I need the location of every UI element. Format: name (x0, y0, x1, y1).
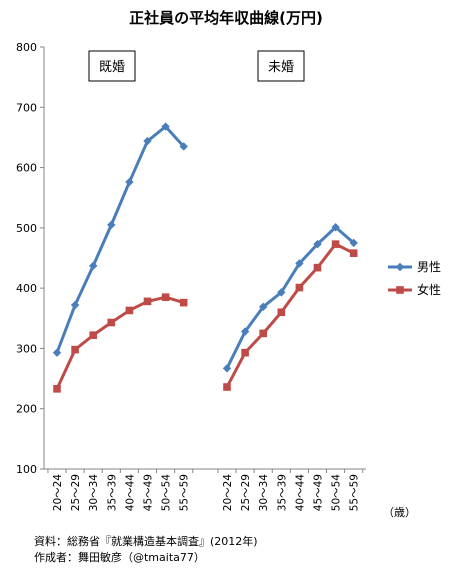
data-point (89, 261, 98, 271)
y-tick-label: 600 (16, 162, 37, 175)
data-point (107, 220, 116, 230)
data-point (241, 348, 249, 357)
x-axis-unit-label: （歳） (383, 506, 416, 519)
x-tick-label: 25～29 (240, 474, 252, 511)
series-line (225, 225, 355, 369)
y-tick-label: 700 (16, 101, 37, 114)
data-point (161, 293, 170, 301)
data-point (259, 302, 268, 312)
x-tick-label: 30～34 (88, 474, 100, 512)
data-point (71, 345, 79, 354)
x-tick-label: 40～44 (124, 474, 136, 512)
legend-label: 男性 (417, 260, 441, 274)
data-point (143, 136, 152, 146)
data-point (179, 298, 188, 307)
data-point (277, 288, 286, 297)
series-0-女性 (53, 293, 188, 393)
y-tick-label: 300 (16, 342, 37, 355)
x-tick-label: 55～59 (349, 474, 361, 511)
data-point (313, 239, 322, 249)
series-layer (52, 122, 358, 393)
data-point (179, 142, 188, 151)
data-point (295, 259, 304, 268)
data-point (222, 364, 232, 373)
y-tick-label: 400 (16, 282, 37, 295)
panel-label-box (257, 50, 305, 82)
y-tick-label: 100 (16, 463, 37, 476)
legend-label: 女性 (417, 282, 441, 297)
data-point (107, 318, 116, 327)
y-tick-label: 200 (16, 403, 37, 416)
panel-label-1: 未婚 (257, 50, 305, 82)
panel-label-box (88, 50, 136, 82)
author-note: 作成者：舞田敏彦（@tmaita77） (34, 551, 205, 564)
data-point (259, 329, 267, 338)
source-note: 資料：総務省『就業構造基本調査』(2012年) (34, 535, 258, 548)
x-tick-label: 45～49 (313, 474, 325, 511)
legend-marker (396, 286, 404, 294)
series-1-男性 (222, 223, 358, 373)
series-line (55, 295, 185, 390)
panel-label-0: 既婚 (88, 50, 136, 82)
x-tick-label: 55～59 (179, 474, 191, 511)
data-point (277, 308, 286, 317)
x-tick-label: 50～54 (161, 474, 173, 512)
data-point (89, 331, 97, 339)
chart-title: 正社員の平均年収曲線(万円) (129, 9, 323, 27)
data-point (295, 283, 304, 292)
panel-label-text: 未婚 (268, 60, 294, 75)
data-point (313, 263, 322, 272)
x-tick-label: 25～29 (70, 474, 82, 511)
data-point (70, 300, 80, 310)
x-tick-label: 20～24 (222, 474, 234, 512)
x-tick-label: 35～39 (276, 474, 288, 511)
panel-label-text: 既婚 (99, 60, 125, 75)
data-point (125, 177, 134, 187)
data-point (331, 223, 340, 232)
series-1-女性 (223, 240, 358, 391)
data-point (143, 297, 152, 306)
series-0-男性 (52, 122, 188, 357)
x-tick-label: 45～49 (143, 474, 155, 511)
series-line (55, 125, 185, 354)
x-tick-label: 35～39 (106, 474, 118, 511)
data-point (349, 249, 358, 257)
x-tick-label: 40～44 (294, 474, 306, 512)
data-point (161, 122, 170, 131)
x-tick-label: 50～54 (331, 474, 343, 512)
data-point (125, 306, 134, 315)
y-tick-label: 800 (16, 41, 37, 54)
y-tick-label: 500 (16, 222, 37, 235)
legend-item-0: 男性 (388, 260, 441, 274)
legend-item-1: 女性 (388, 282, 441, 297)
data-point (331, 240, 340, 248)
axes: 100 200 300 400 500 600 700 800 20～24 25～29 30～34 3… (16, 41, 366, 511)
data-point (349, 238, 358, 248)
x-tick-label: 20～24 (52, 474, 64, 512)
data-point (52, 348, 62, 357)
data-point (223, 383, 231, 391)
data-point (53, 385, 61, 393)
x-tick-label: 30～34 (258, 474, 270, 512)
panel-labels: 既婚 未婚 (88, 50, 305, 82)
legend-marker (395, 262, 405, 272)
data-point (240, 327, 250, 336)
series-line (225, 242, 355, 388)
